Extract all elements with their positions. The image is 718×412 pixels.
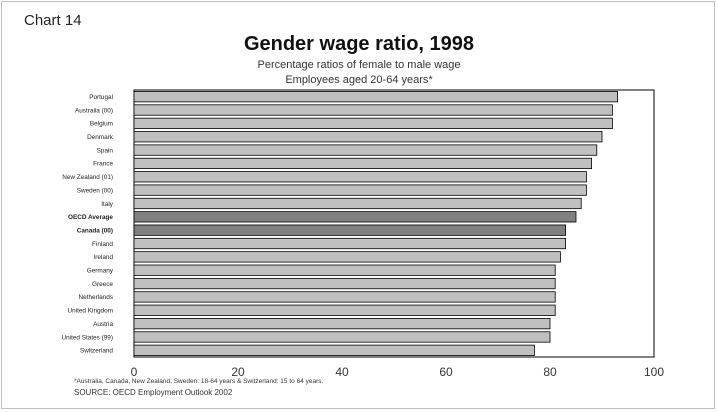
chart-subtitle-line-2: Employees aged 20-64 years* [285,74,433,86]
x-tick-label: 40 [335,365,349,379]
bar-netherlands [133,291,556,303]
category-label: Germany [87,268,114,275]
bar-germany [133,264,556,276]
category-label: Finland [92,241,113,248]
chart-title: Gender wage ratio, 1998 [243,33,475,55]
category-label: OECD Average [68,214,113,221]
category-labels-group: Portugal Australia (00) Belgium Denmark Spai… [61,94,113,355]
bar-switzerland [133,344,535,356]
bar-united-states-99 [133,331,551,343]
bar-austria [133,318,551,330]
category-label: New Zealand (01) [62,174,113,181]
category-label: France [93,161,113,168]
bar-spain [133,144,598,156]
bar-france [133,157,593,170]
category-label: United States (99) [61,334,113,341]
plot-area [133,89,655,358]
source-note: SOURCE: OECD Employment Outlook 2002 [74,388,233,397]
bar-ireland [133,251,561,263]
category-label: Greece [92,281,113,288]
bars-group [133,91,619,356]
bar-finland [133,237,567,250]
x-axis-ticks-group: 0 20 40 60 80 100 [131,365,665,379]
x-tick-label: 60 [439,365,453,379]
category-label: Spain [97,147,114,154]
category-label: Ireland [93,254,113,261]
category-label: Denmark [87,134,114,141]
bar-canada-00 [133,224,567,236]
category-label: United Kingdom [68,308,113,315]
category-label: Netherlands [79,294,113,301]
bar-sweden-00 [133,184,587,196]
bar-portugal [133,91,619,103]
x-tick-label: 100 [644,365,664,379]
bar-denmark [133,131,603,143]
category-label: Switzerland [80,348,113,355]
chart-number-label: Chart 14 [24,12,82,29]
category-label: Austria [93,321,113,328]
x-tick-label: 20 [231,365,245,379]
bar-italy [133,197,582,210]
bar-australia-00 [133,104,613,116]
category-label: Portugal [89,94,113,101]
footnote: *Australia, Canada, New Zealand, Sweden:… [74,378,324,385]
category-label: Italy [101,201,114,208]
chart-subtitle-line-1: Percentage ratios of female to male wage [257,59,461,71]
category-label: Australia (00) [75,107,113,114]
bar-greece [133,277,556,290]
bar-oecd-average [133,211,577,223]
category-label: Canada (00) [77,227,113,234]
x-tick-label: 0 [131,365,138,379]
bar-united-kingdom [133,304,556,316]
x-tick-label: 80 [543,365,557,379]
bar-new-zealand-01 [133,171,587,183]
category-label: Belgium [90,121,113,128]
bar-belgium [133,117,613,129]
category-label: Sweden (00) [77,187,113,194]
